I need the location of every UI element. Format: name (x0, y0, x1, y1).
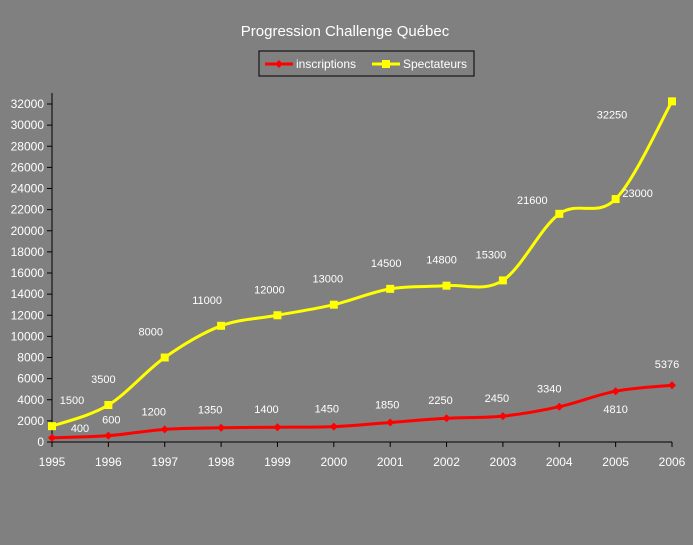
point-spectateurs (104, 401, 113, 410)
chart-title: Progression Challenge Québec (241, 23, 450, 40)
y-tick-label: 12000 (11, 308, 45, 322)
y-tick-label: 22000 (11, 203, 45, 217)
point-inscriptions (329, 422, 338, 431)
data-label-spectateurs: 3500 (91, 374, 115, 386)
point-inscriptions (498, 412, 507, 421)
x-tick-label: 2004 (546, 455, 573, 469)
point-inscriptions (611, 387, 620, 396)
y-tick-label: 18000 (11, 245, 45, 259)
data-label-spectateurs: 21600 (517, 195, 548, 207)
data-label-spectateurs: 14500 (371, 258, 402, 270)
series-line-inscriptions (51, 383, 673, 440)
legend: inscriptions Spectateurs (258, 50, 475, 77)
x-tick-label: 2005 (602, 455, 629, 469)
data-label-spectateurs: 13000 (313, 274, 344, 286)
y-tick-label: 6000 (17, 372, 44, 386)
y-tick-label: 30000 (11, 118, 45, 132)
point-spectateurs (668, 97, 676, 106)
x-tick-label: 2000 (320, 455, 347, 469)
data-label-inscriptions: 600 (102, 415, 120, 427)
point-inscriptions (386, 418, 395, 427)
data-label-spectateurs: 11000 (192, 295, 222, 307)
point-inscriptions (104, 431, 113, 440)
point-spectateurs (217, 321, 226, 330)
legend-marker-inscriptions (275, 60, 283, 68)
point-spectateurs (555, 209, 564, 218)
y-tick-label: 14000 (11, 287, 45, 301)
point-spectateurs (611, 195, 620, 204)
x-tick-label: 2006 (659, 455, 686, 469)
point-inscriptions (217, 423, 226, 432)
data-label-inscriptions: 1850 (375, 399, 399, 411)
x-tick-label: 2002 (433, 455, 460, 469)
data-label-inscriptions: 2250 (428, 395, 452, 407)
x-tick-label: 1998 (208, 455, 235, 469)
point-inscriptions (442, 414, 451, 423)
point-spectateurs (329, 300, 338, 309)
y-tick-label: 28000 (11, 139, 45, 153)
point-inscriptions (273, 423, 282, 432)
point-spectateurs (442, 281, 451, 290)
legend-label-inscriptions: inscriptions (296, 57, 356, 71)
legend-box (258, 50, 475, 77)
data-label-inscriptions: 3340 (537, 384, 561, 396)
point-inscriptions (555, 402, 564, 411)
y-tick-label: 24000 (11, 182, 45, 196)
legend-marker-spectateurs (382, 60, 390, 68)
data-label-inscriptions: 2450 (485, 393, 509, 405)
data-label-spectateurs: 32250 (597, 109, 628, 121)
y-tick-label: 8000 (17, 351, 44, 365)
y-tick-label: 20000 (11, 224, 45, 238)
point-spectateurs (160, 353, 169, 362)
y-tick-label: 32000 (11, 97, 45, 111)
data-label-inscriptions: 1350 (198, 405, 222, 417)
data-label-inscriptions: 1200 (141, 406, 165, 418)
x-tick-label: 1999 (264, 455, 291, 469)
y-tick-label: 26000 (11, 160, 45, 174)
y-tick-label: 4000 (17, 393, 44, 407)
data-label-spectateurs: 15300 (476, 249, 507, 261)
y-tick-label: 10000 (11, 329, 45, 343)
point-inscriptions (48, 433, 56, 442)
y-tick-label: 2000 (17, 414, 44, 428)
series-layer (48, 97, 676, 442)
series-line-spectateurs (51, 100, 674, 428)
data-label-inscriptions: 5376 (655, 359, 679, 371)
x-tick-label: 1997 (151, 455, 178, 469)
data-label-spectateurs: 23000 (622, 188, 653, 200)
axes: 0 2000 4000 6000 8000 10000 12000 14000 16000 180… (11, 93, 686, 469)
x-tick-label: 2003 (490, 455, 517, 469)
data-label-inscriptions: 1400 (254, 404, 278, 416)
data-labels-layer: 1500 3500 8000 11000 12000 13000 14500 14800 153… (60, 109, 679, 434)
point-spectateurs (498, 276, 507, 285)
data-label-spectateurs: 14800 (426, 255, 457, 267)
point-inscriptions (668, 381, 676, 390)
point-spectateurs (48, 422, 56, 431)
x-tick-label: 1995 (39, 455, 66, 469)
data-label-inscriptions: 1450 (315, 404, 339, 416)
point-spectateurs (273, 311, 282, 320)
point-inscriptions (160, 425, 169, 434)
y-tick-label: 0 (37, 435, 44, 449)
point-spectateurs (386, 284, 395, 293)
data-label-spectateurs: 1500 (60, 395, 84, 407)
data-label-inscriptions: 4810 (603, 404, 627, 416)
data-label-inscriptions: 400 (71, 423, 89, 435)
x-tick-label: 1996 (95, 455, 122, 469)
x-tick-label: 2001 (377, 455, 404, 469)
data-label-spectateurs: 12000 (254, 284, 285, 296)
data-label-spectateurs: 8000 (138, 327, 162, 339)
y-tick-label: 16000 (11, 266, 45, 280)
legend-label-spectateurs: Spectateurs (403, 57, 467, 71)
